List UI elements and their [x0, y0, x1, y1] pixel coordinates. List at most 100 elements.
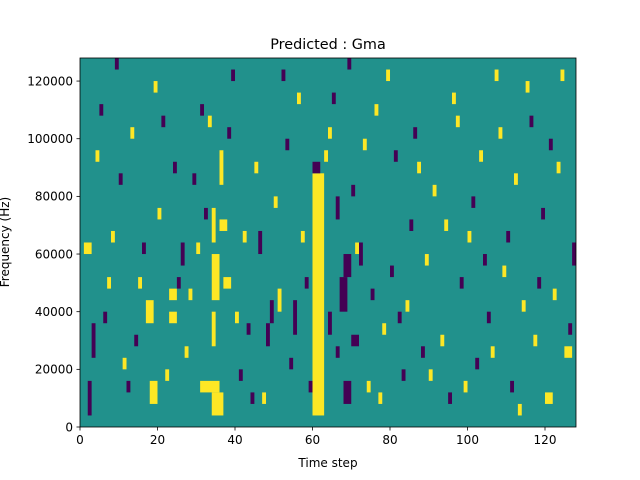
plot-background	[80, 58, 576, 427]
heatmap-cell-high	[545, 392, 553, 404]
heatmap-cell-high	[463, 380, 468, 393]
heatmap-cell-high	[452, 92, 456, 105]
y-tick-label: 40000	[35, 305, 73, 319]
heatmap-cell-high	[145, 300, 154, 324]
heatmap-cell-high	[517, 403, 522, 416]
heatmap-cell-low	[413, 127, 418, 139]
heatmap-cell-high	[382, 323, 387, 335]
heatmap-cell-low	[448, 392, 453, 404]
heatmap-cell-high	[223, 277, 232, 289]
heatmap-cell-low	[142, 242, 146, 255]
y-tick-label: 80000	[35, 190, 73, 204]
heatmap-cell-low	[393, 150, 398, 162]
heatmap-cell-high	[502, 265, 507, 278]
heatmap-cell-high	[328, 127, 332, 139]
heatmap-cell-high	[533, 334, 538, 347]
heatmap-cell-high	[355, 242, 360, 255]
heatmap-cell-low	[285, 138, 290, 151]
x-tick-label: 60	[305, 433, 320, 447]
heatmap-cell-high	[312, 173, 325, 416]
heatmap-cell-high	[200, 380, 220, 393]
heatmap-cell-low	[331, 92, 336, 105]
heatmap-cell-high	[169, 311, 177, 324]
heatmap-cell-high	[219, 219, 228, 231]
heatmap-cell-low	[200, 104, 205, 116]
heatmap-cell-high	[242, 230, 247, 243]
heatmap-cell-low	[351, 334, 359, 347]
heatmap-cell-low	[269, 300, 274, 324]
heatmap-cell-low	[529, 115, 534, 128]
heatmap-cell-low	[401, 369, 406, 381]
heatmap-cell-low	[231, 69, 236, 82]
heatmap-cell-high	[157, 207, 162, 220]
heatmap-cell-high	[149, 380, 158, 404]
heatmap-cell-high	[165, 369, 170, 381]
heatmap-cell-low	[471, 196, 476, 208]
heatmap-cell-high	[444, 219, 449, 231]
heatmap-cell-high	[525, 81, 530, 93]
heatmap-cell-high	[273, 196, 278, 208]
x-tick-label: 100	[456, 433, 479, 447]
x-tick-label: 0	[76, 433, 84, 447]
heatmap-cell-low	[328, 311, 332, 335]
heatmap-cell-high	[262, 392, 267, 404]
heatmap-cell-high	[211, 254, 220, 301]
heatmap-cell-high	[219, 150, 224, 185]
heatmap-cell-high	[83, 242, 92, 255]
y-axis: 0 20000 40000 60000 80000 100000 120000	[27, 74, 80, 434]
heatmap-cell-low	[343, 380, 352, 404]
heatmap-cell-low	[335, 346, 340, 358]
heatmap-cell-low	[289, 357, 294, 370]
heatmap-cell-high	[254, 161, 259, 174]
heatmap-cell-high	[211, 311, 216, 347]
heatmap-cell-low	[180, 242, 185, 266]
y-axis-label: Frequency (Hz)	[0, 197, 12, 288]
heatmap-cell-low	[370, 288, 375, 301]
heatmap-cell-low	[335, 196, 340, 220]
x-tick-label: 20	[150, 433, 165, 447]
y-tick-label: 60000	[35, 247, 73, 261]
heatmap-cell-low	[568, 323, 573, 335]
heatmap-cell-low	[304, 277, 309, 289]
x-tick-label: 80	[382, 433, 397, 447]
heatmap-cell-low	[161, 115, 166, 128]
heatmap-cell-low	[134, 334, 139, 347]
heatmap-cell-high	[514, 173, 518, 185]
heatmap-cell-high	[378, 392, 383, 404]
heatmap-cell-high	[138, 277, 143, 289]
heatmap-cell-high	[521, 300, 526, 312]
heatmap-cell-low	[250, 392, 255, 404]
heatmap-cell-low	[475, 357, 480, 370]
y-tick-label: 120000	[27, 74, 73, 88]
plot-frame	[79, 57, 577, 428]
heatmap-cell-low	[91, 323, 96, 358]
heatmap-cell-low	[548, 138, 553, 151]
y-tick-label: 20000	[35, 363, 73, 377]
heatmap-cells	[83, 58, 577, 416]
heatmap-cell-high	[324, 150, 329, 162]
y-tick-label: 100000	[27, 132, 73, 146]
heatmap-cell-high	[417, 161, 422, 174]
heatmap-cell-high	[122, 357, 127, 370]
heatmap-cell-low	[99, 104, 104, 116]
heatmap-cell-high	[188, 288, 193, 301]
heatmap-cell-low	[173, 161, 177, 174]
heatmap-cell-low	[506, 230, 511, 243]
x-tick-label: 40	[227, 433, 242, 447]
heatmap-cell-high	[552, 288, 557, 301]
x-axis: 0 20 40 60 80 100 120	[76, 427, 556, 447]
x-axis-label: Time step	[297, 456, 357, 470]
heatmap-cell-high	[297, 92, 301, 105]
heatmap-cell-high	[455, 115, 460, 128]
heatmap-cell-high	[405, 300, 410, 312]
heatmap-cell-high	[428, 369, 433, 381]
heatmap-cell-low	[409, 219, 414, 231]
heatmap-cell-high	[560, 69, 565, 82]
heatmap-cell-high	[207, 115, 212, 128]
heatmap-cell-low	[87, 380, 92, 416]
heatmap-cell-high	[556, 161, 561, 174]
heatmap-cell-high	[235, 311, 239, 324]
heatmap-cell-low	[238, 369, 243, 381]
heatmap-cell-high	[111, 230, 115, 243]
heatmap-cell-low	[572, 242, 577, 266]
